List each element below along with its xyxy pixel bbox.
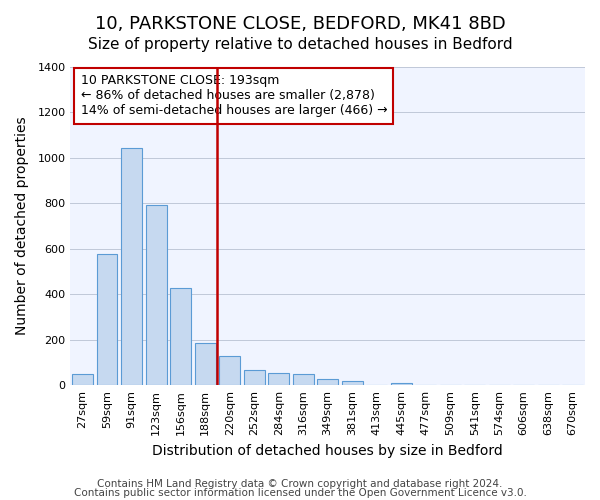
Bar	[317, 380, 338, 385]
Bar	[72, 374, 93, 385]
Bar	[121, 148, 142, 385]
X-axis label: Distribution of detached houses by size in Bedford: Distribution of detached houses by size …	[152, 444, 503, 458]
Bar	[195, 343, 215, 385]
Bar	[391, 383, 412, 385]
Bar	[293, 374, 314, 385]
Bar	[146, 206, 167, 385]
Text: Size of property relative to detached houses in Bedford: Size of property relative to detached ho…	[88, 38, 512, 52]
Y-axis label: Number of detached properties: Number of detached properties	[15, 116, 29, 335]
Bar	[97, 254, 118, 385]
Bar	[219, 356, 240, 385]
Bar	[268, 372, 289, 385]
Text: Contains public sector information licensed under the Open Government Licence v3: Contains public sector information licen…	[74, 488, 526, 498]
Bar	[342, 380, 362, 385]
Text: 10, PARKSTONE CLOSE, BEDFORD, MK41 8BD: 10, PARKSTONE CLOSE, BEDFORD, MK41 8BD	[95, 15, 505, 33]
Bar	[244, 370, 265, 385]
Text: 10 PARKSTONE CLOSE: 193sqm
← 86% of detached houses are smaller (2,878)
14% of s: 10 PARKSTONE CLOSE: 193sqm ← 86% of deta…	[80, 74, 387, 118]
Text: Contains HM Land Registry data © Crown copyright and database right 2024.: Contains HM Land Registry data © Crown c…	[97, 479, 503, 489]
Bar	[170, 288, 191, 385]
